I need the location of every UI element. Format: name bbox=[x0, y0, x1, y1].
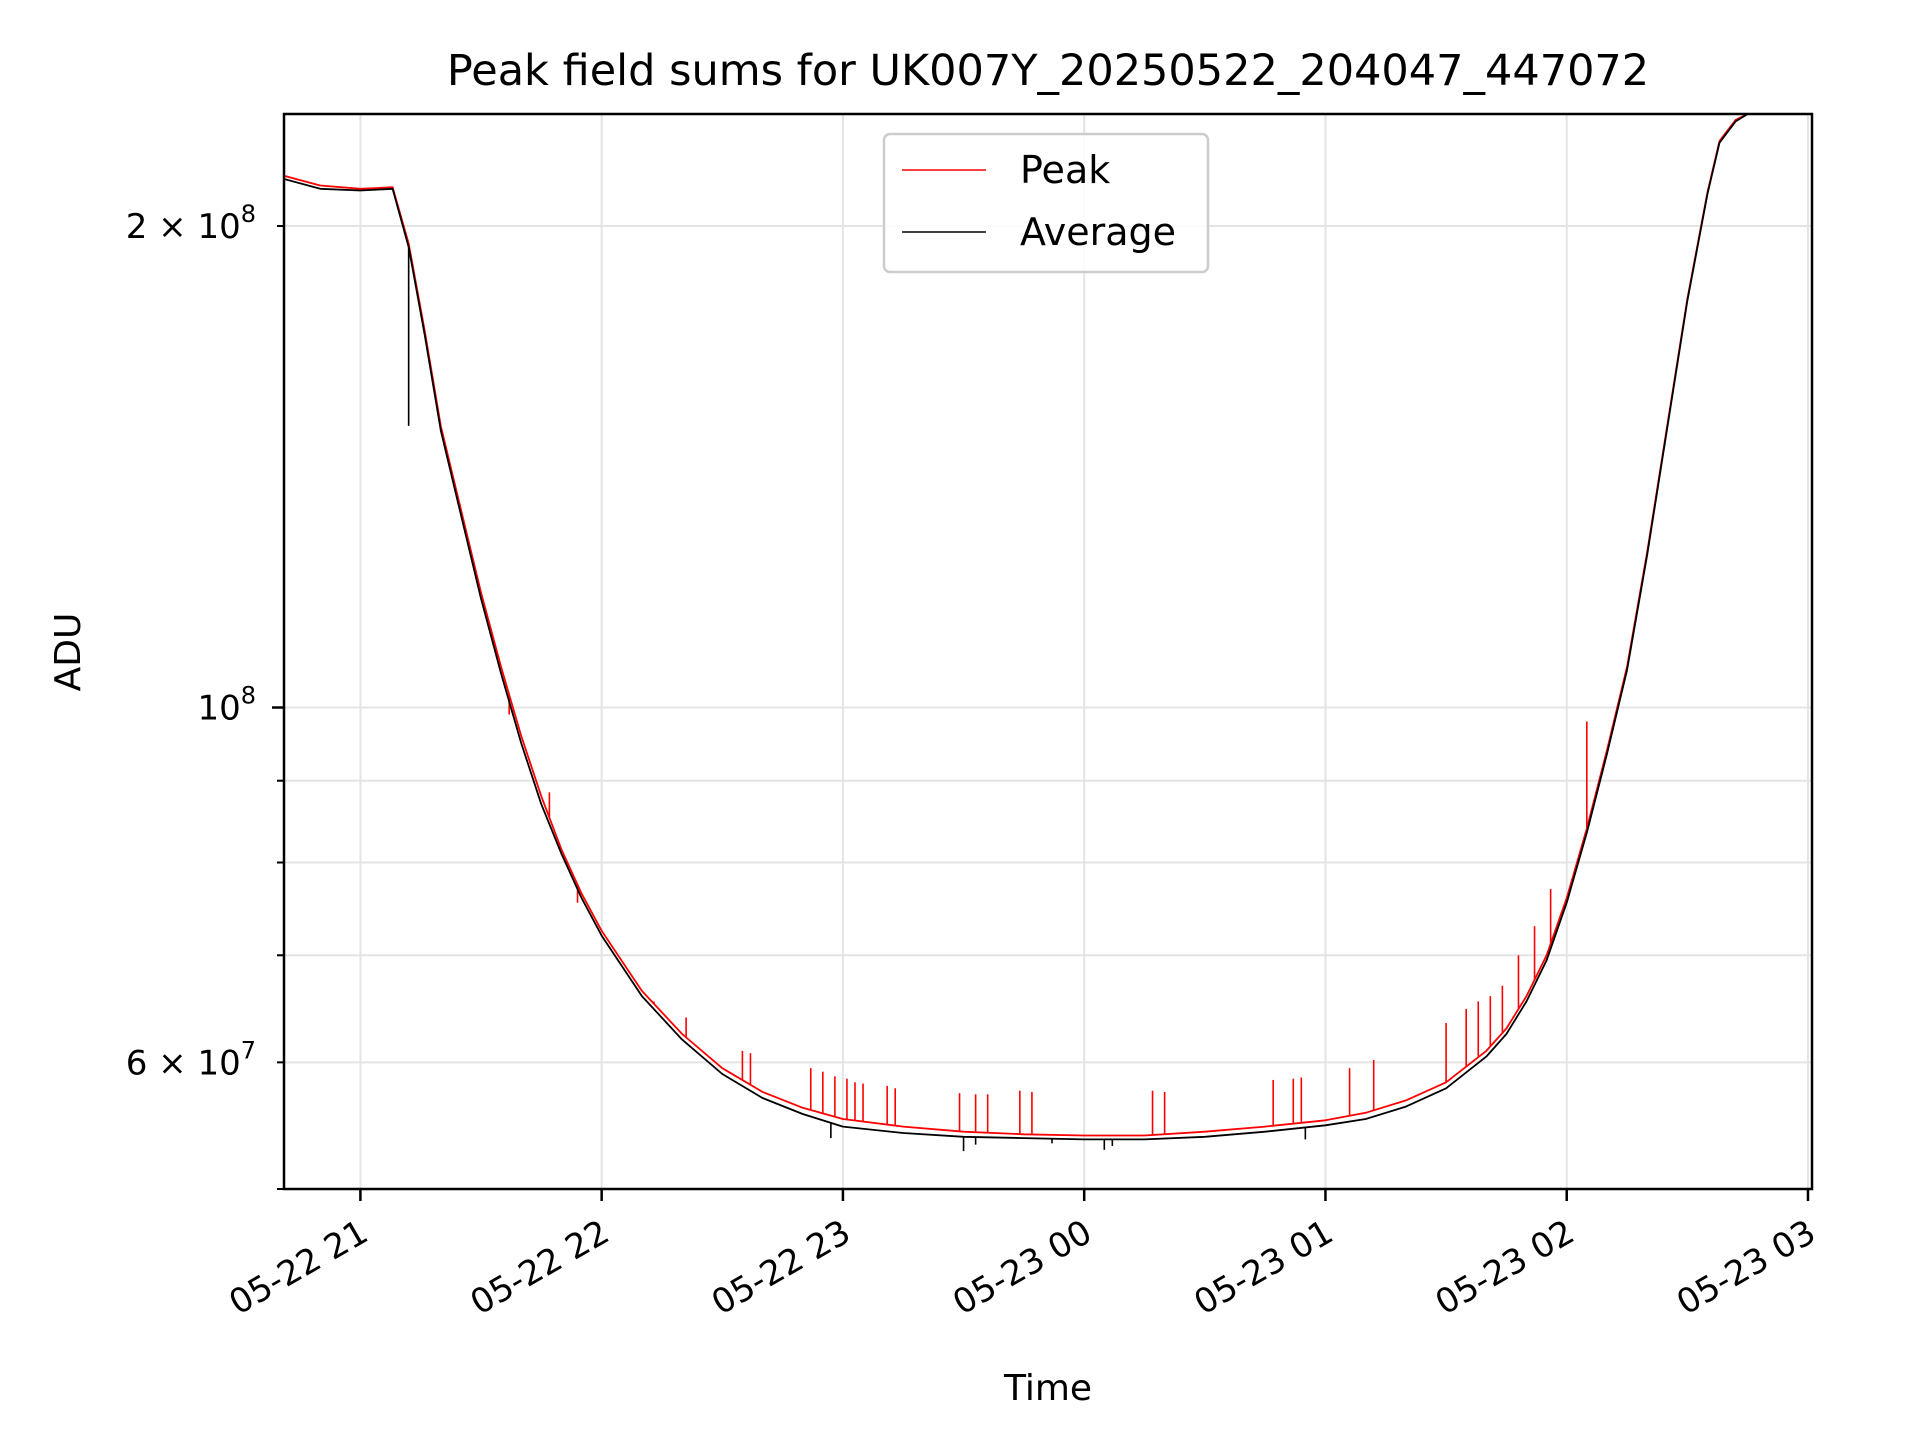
legend-label-average: Average bbox=[1020, 210, 1176, 254]
legend-box bbox=[882, 132, 1210, 274]
series-line-average bbox=[284, 114, 1749, 1141]
legend: Peak Average bbox=[882, 132, 1210, 274]
plot-area bbox=[284, 114, 1749, 1152]
y-tick-label: 2 × 108 bbox=[126, 200, 256, 247]
legend-label-peak: Peak bbox=[1020, 148, 1110, 192]
y-tick-label: 108 bbox=[197, 682, 256, 729]
y-axis-label: ADU bbox=[48, 613, 89, 692]
y-tick-label: 6 × 107 bbox=[126, 1036, 256, 1083]
plot-frame bbox=[282, 112, 1814, 1191]
x-axis-label: Time bbox=[1003, 1368, 1092, 1409]
chart-title: Peak field sums for UK007Y_20250522_2040… bbox=[447, 46, 1649, 96]
